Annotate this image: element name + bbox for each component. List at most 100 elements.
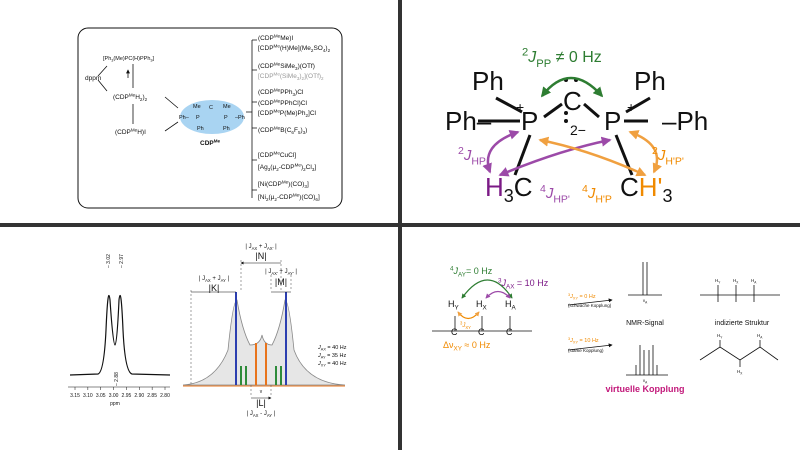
highlight [180,100,244,134]
text-part: Me [295,162,302,167]
text-part: ] [318,194,320,201]
text-part: H [717,333,720,338]
text-part: (CDP [258,63,274,70]
text-part: J [453,266,459,276]
atom: H [485,172,504,202]
text-part: H [715,278,718,283]
text-part: )(CO) [299,194,315,201]
text-part: H [737,369,740,374]
text-part: 2 [140,97,143,102]
text-part: [CDP [258,73,274,80]
text-part: 3 [303,130,306,135]
text-part: 4 [323,48,326,53]
text-part: J [657,147,666,164]
atom: C [506,327,513,337]
product: (CDPMeMe)I [258,33,293,42]
text-part: J [463,147,472,164]
label: |N| [255,251,266,261]
text-part: (CDP [258,89,274,96]
signal [628,262,662,296]
text-part: H [757,333,760,338]
structure [699,340,779,367]
tick-label: 2.85 [147,393,157,399]
text-part: 3 [568,337,570,341]
atom: Ph– [179,115,190,121]
text-part: F [294,127,298,134]
label: | JAX + JAX' | [245,244,277,251]
atom: C [620,172,639,202]
coupling-arrow [540,76,604,98]
text-part: A [754,280,757,284]
text-part: X [740,371,743,375]
text-part: PPhCl)Cl [280,100,307,107]
peak-label: – 2.97 [119,254,125,268]
text-part: (CDP [258,100,274,107]
label: (schwache Kopplung) [568,303,612,308]
text-part: H [476,299,483,309]
text-part: XY [465,325,471,330]
text-part: 2 [321,76,324,81]
text-part: = 35 Hz [326,353,347,359]
coupling-arrow [485,290,511,299]
text-part: AX [253,413,259,418]
text-part: ] [153,56,155,62]
text-part: AX [205,278,211,283]
label: virtuelle Kopplung [605,384,684,394]
charge: + [516,99,524,115]
text-part: + J [211,276,221,282]
text-part: 2 [303,167,306,172]
atom: Ph [472,66,504,96]
text-part: ν [643,378,646,383]
text-part: ≈ 0 Hz [462,340,491,350]
product: (CDPMePPhCl)Cl [258,98,308,107]
text-part: AX [252,246,258,251]
arrow [567,298,613,306]
arrow [97,64,179,132]
atom: HA [751,278,757,284]
product: [Ni2(μ2-CDPMe)(CO)6] [258,192,320,202]
text-part: )(CO) [288,181,304,188]
atom: C [514,172,533,202]
text-part: 2 [522,47,528,59]
atom: HA [505,299,517,312]
frame [77,27,343,209]
atom: 3 [504,186,514,206]
text-part: H [505,299,512,309]
text-part: 2 [306,113,309,118]
text-part: AY [221,278,226,283]
text-part: 2 [276,167,279,172]
text-part: | [294,269,298,275]
text-part: AY' [288,271,294,276]
text-part: 3 [297,76,300,81]
atom: Ph [634,66,666,96]
atom: HY [717,333,723,339]
legend: JXY = 40 Hz [317,361,347,368]
text-part: J [317,353,321,359]
peak-label: – 2.88 [114,372,120,386]
label: νA [643,378,648,384]
label: (starke Kopplung) [568,348,604,353]
text-part: ) [301,164,303,171]
text-part: AX [321,348,327,352]
text-part: X [736,280,739,284]
text-part: AX' [271,271,278,276]
label: 3JXY = 0 Hz [568,293,596,301]
coupling-arrow [461,279,513,299]
atom: HA [757,333,763,339]
coupling-label: 2JHP [458,145,486,168]
text-part: Me [274,98,281,103]
text-part: Me [274,61,281,66]
coupling-arrow [457,311,480,320]
atom: HX [733,278,739,284]
text-part: [CDP [258,45,274,52]
atom: 3 [663,186,673,206]
atom: H' [639,172,663,202]
group: CH'3 [620,172,673,206]
atom: Me [193,104,201,110]
molecule: Ph Ph Ph– –Ph P P C + + 2− H3C CH'3 [445,66,708,206]
text-part: XY [573,297,579,301]
coupling-label: 2JPP ≠ 0 Hz [522,47,602,70]
text-part: Me [274,108,281,113]
